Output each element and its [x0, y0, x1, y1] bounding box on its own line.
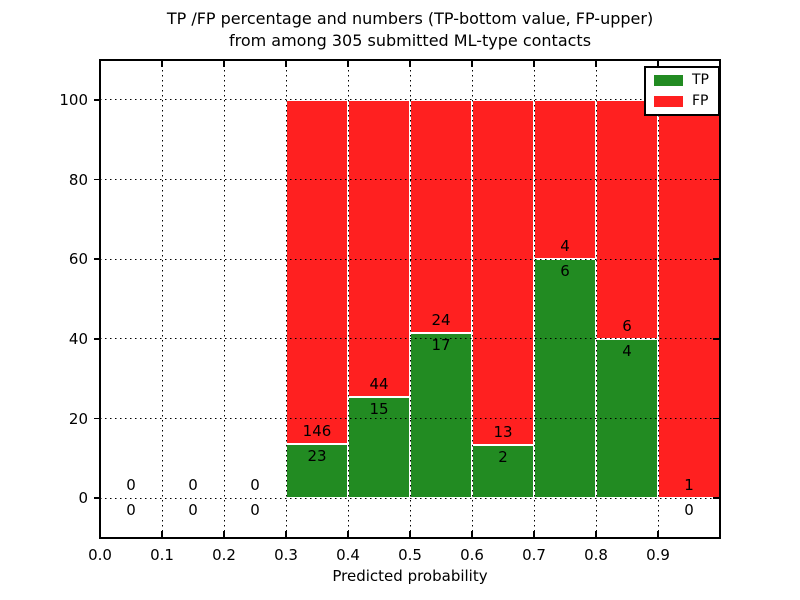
fp-count-label: 6 [622, 316, 632, 335]
chart-title-line1: TP /FP percentage and numbers (TP-bottom… [166, 9, 654, 28]
fp-count-label: 1 [684, 476, 694, 495]
legend-entry-fp: FP [654, 94, 709, 109]
x-tick-mark [223, 531, 225, 538]
y-tick-label: 40 [68, 329, 88, 348]
x-axis-label: Predicted probability [332, 567, 488, 585]
x-tick-mark-top [223, 60, 225, 67]
y-tick-mark [94, 338, 100, 340]
x-tick-label: 0.3 [274, 546, 298, 564]
y-tick-mark [94, 258, 100, 260]
gridline-vertical [223, 60, 225, 538]
tp-count-label: 0 [250, 501, 260, 520]
chart-title-line2: from among 305 submitted ML-type contact… [228, 31, 592, 50]
x-tick-label: 0.2 [212, 546, 236, 564]
tp-count-label: 23 [307, 446, 327, 465]
y-tick-label: 60 [68, 250, 88, 269]
bar-segment-fp [472, 99, 534, 446]
x-tick-mark-top [99, 60, 101, 67]
legend-entry-tp: TP [654, 73, 709, 88]
fp-count-label: 0 [250, 476, 260, 495]
x-tick-mark [533, 531, 535, 538]
x-tick-label: 0.9 [646, 546, 670, 564]
x-tick-label: 0.7 [522, 546, 546, 564]
legend-label-tp: TP [692, 72, 709, 88]
x-tick-mark-top [657, 60, 659, 67]
x-tick-label: 0.1 [150, 546, 174, 564]
fp-count-label: 146 [302, 421, 332, 440]
bar-segment-fp [658, 99, 720, 499]
fp-count-label: 0 [126, 476, 136, 495]
x-tick-mark [595, 531, 597, 538]
bar-segment-fp [596, 99, 658, 339]
tp-count-label: 2 [498, 448, 508, 467]
x-tick-mark-top [409, 60, 411, 67]
fp-count-label: 13 [493, 423, 513, 442]
x-tick-mark-top [595, 60, 597, 67]
y-tick-mark-right [713, 497, 720, 499]
x-tick-mark-top [533, 60, 535, 67]
bar-segment-tp [472, 445, 534, 499]
tp-count-label: 4 [622, 341, 632, 360]
bar-segment-tp [286, 443, 348, 499]
y-tick-mark-right [713, 338, 720, 340]
y-tick-mark [94, 99, 100, 101]
bar-segment-tp [410, 333, 472, 499]
bar-segment-fp [534, 99, 596, 260]
fp-count-label: 0 [188, 476, 198, 495]
plot-area: 0.0 0.1 0.2 0.3 0.4 0.5 0.6 0.7 0.8 0.9 0 20 40 60 80 1… [59, 59, 721, 564]
tp-count-label: 6 [560, 262, 570, 281]
x-tick-label: 0.8 [584, 546, 608, 564]
x-tick-label: 0.4 [336, 546, 360, 564]
y-tick-mark [94, 178, 100, 181]
y-tick-label: 0 [78, 489, 88, 508]
tp-count-label: 15 [369, 399, 389, 418]
y-tick-mark-right [713, 417, 720, 420]
x-tick-mark-top [161, 60, 163, 67]
y-tick-label: 80 [68, 170, 88, 189]
fp-count-label: 4 [560, 237, 570, 256]
x-tick-label: 0.0 [88, 546, 112, 564]
legend: TP FP [644, 66, 720, 116]
x-tick-mark [347, 531, 349, 538]
x-tick-mark-top [285, 60, 287, 67]
bar-segment-tp [534, 259, 596, 499]
bar-segment-fp [348, 99, 410, 397]
x-tick-label: 0.6 [460, 546, 484, 564]
legend-label-fp: FP [692, 93, 709, 109]
y-tick-mark-right [713, 258, 720, 260]
bar-segment-tp [596, 338, 658, 499]
x-tick-mark [99, 531, 101, 538]
x-tick-mark [161, 531, 163, 538]
x-tick-label: 0.5 [398, 546, 422, 564]
y-tick-mark-right [713, 178, 720, 181]
x-tick-mark [285, 531, 287, 538]
legend-swatch-fp [654, 96, 683, 107]
tp-count-label: 0 [188, 501, 198, 520]
bar-segment-fp [286, 99, 348, 444]
bar-segment-fp [410, 99, 472, 333]
x-tick-mark-top [347, 60, 349, 67]
chart-title: TP /FP percentage and numbers (TP-bottom… [100, 8, 720, 52]
x-tick-mark [657, 531, 659, 538]
x-tick-mark-top [471, 60, 473, 67]
y-tick-label: 20 [68, 409, 88, 428]
fp-count-label: 44 [369, 374, 389, 393]
gridline-vertical [161, 60, 163, 538]
y-tick-mark [94, 497, 100, 499]
x-tick-mark [409, 531, 411, 538]
tp-count-label: 0 [126, 501, 136, 520]
x-tick-mark [471, 531, 473, 538]
bar-segment-tp [348, 396, 410, 499]
fp-count-label: 24 [431, 311, 451, 329]
legend-swatch-tp [654, 75, 683, 86]
tp-count-label: 0 [684, 501, 694, 520]
y-tick-label: 100 [59, 90, 88, 109]
y-tick-mark [94, 417, 100, 420]
tp-count-label: 17 [431, 336, 451, 354]
